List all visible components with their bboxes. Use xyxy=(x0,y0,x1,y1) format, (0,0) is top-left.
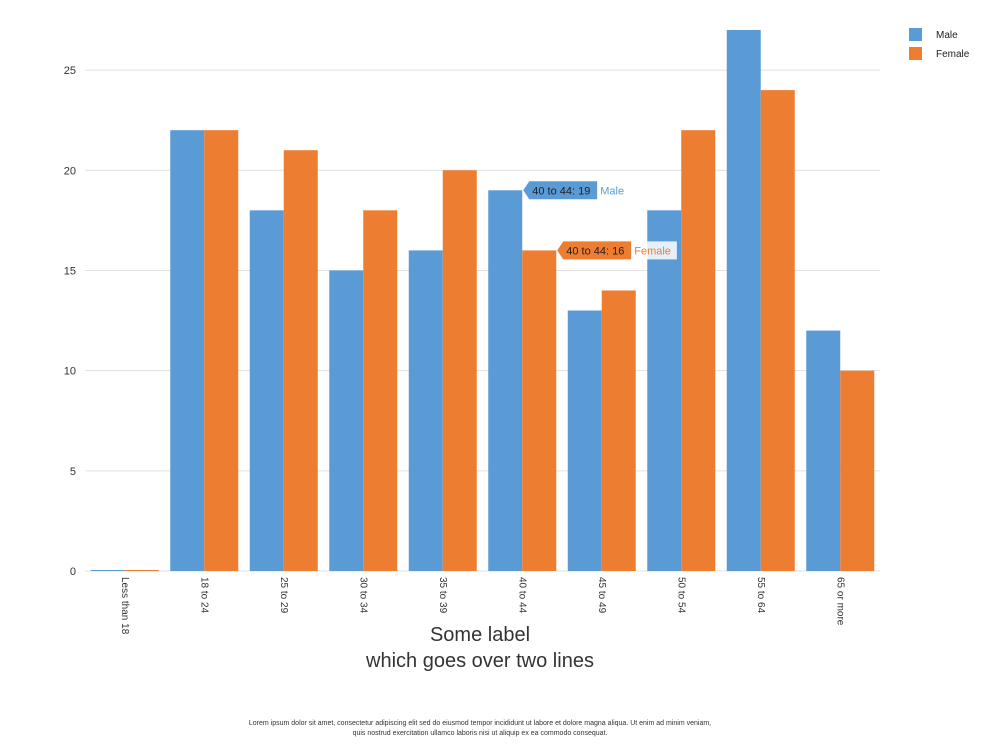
bar-male-18-to-24[interactable] xyxy=(170,130,205,571)
tooltip-female: 40 to 44: 16 Female xyxy=(557,241,677,260)
caption-line-2: quis nostrud exercitation ullamco labori… xyxy=(353,730,608,737)
bar-male-45-to-49[interactable] xyxy=(567,310,602,571)
x-tick-label: 45 to 49 xyxy=(596,577,607,614)
x-tick-label: 55 to 64 xyxy=(755,577,766,614)
bar-male-65-or-more[interactable] xyxy=(806,330,841,571)
x-axis-label-line-2: which goes over two lines xyxy=(365,650,594,672)
tooltip-value-text: 40 to 44: 16 xyxy=(566,245,624,257)
y-axis-ticks: 0 5 10 15 20 25 xyxy=(64,65,76,578)
y-tick-label: 15 xyxy=(64,265,76,277)
bar-female-35-to-39[interactable] xyxy=(442,170,477,571)
legend-swatch xyxy=(909,47,922,60)
bar-male-35-to-39[interactable] xyxy=(408,250,443,571)
tooltip-series-name: Female xyxy=(634,245,671,257)
legend-item-female[interactable]: Female xyxy=(909,47,970,60)
y-tick-label: 0 xyxy=(70,566,76,578)
bar-female-50-to-54[interactable] xyxy=(681,130,716,571)
legend-label: Male xyxy=(936,30,958,41)
bar-female-30-to-34[interactable] xyxy=(363,210,398,572)
caption-line-1: Lorem ipsum dolor sit amet, consectetur … xyxy=(249,720,711,727)
y-tick-label: 20 xyxy=(64,165,76,177)
legend: Male Female xyxy=(909,28,970,60)
y-tick-label: 25 xyxy=(64,65,76,77)
legend-swatch xyxy=(909,28,922,41)
bar-male-50-to-54[interactable] xyxy=(647,210,682,572)
tooltip-series-bg xyxy=(597,181,630,200)
x-axis-ticks: Less than 18 18 to 24 25 to 29 30 to 34 35 t… xyxy=(119,577,846,635)
bar-female-40-to-44[interactable] xyxy=(522,250,557,571)
bar-male-55-to-64[interactable] xyxy=(726,30,761,571)
x-axis-label: Some label which goes over two lines xyxy=(365,624,594,672)
x-tick-label: 35 to 39 xyxy=(437,577,448,614)
tooltips: 40 to 44: 19 Male 40 to 44: 16 Female xyxy=(523,181,677,260)
y-tick-label: 5 xyxy=(70,466,76,478)
bar-male-30-to-34[interactable] xyxy=(329,270,364,571)
tooltip-value-text: 40 to 44: 19 xyxy=(532,185,590,197)
x-tick-label: 30 to 34 xyxy=(358,577,369,614)
bar-female-18-to-24[interactable] xyxy=(204,130,239,571)
bar-male-25-to-29[interactable] xyxy=(249,210,284,572)
tooltip-pointer xyxy=(557,241,632,260)
x-tick-label: 65 or more xyxy=(835,577,846,626)
bar-female-25-to-29[interactable] xyxy=(283,150,318,571)
bars xyxy=(90,30,875,572)
x-tick-label: 50 to 54 xyxy=(676,577,687,614)
tooltip-pointer xyxy=(523,181,598,200)
legend-label: Female xyxy=(936,49,970,60)
x-tick-label: Less than 18 xyxy=(119,577,130,635)
y-tick-label: 10 xyxy=(64,366,76,378)
bar-female-55-to-64[interactable] xyxy=(760,90,795,571)
caption: Lorem ipsum dolor sit amet, consectetur … xyxy=(249,720,711,737)
tooltip-series-bg xyxy=(631,241,677,260)
tooltip-male: 40 to 44: 19 Male xyxy=(523,181,630,200)
bar-female-65-or-more[interactable] xyxy=(840,370,875,571)
legend-item-male[interactable]: Male xyxy=(909,28,958,41)
bar-male-40-to-44[interactable] xyxy=(488,190,523,571)
tooltip-series-name: Male xyxy=(600,185,624,197)
x-axis-label-line-1: Some label xyxy=(430,624,530,646)
x-tick-label: 25 to 29 xyxy=(278,577,289,614)
bar-female-45-to-49[interactable] xyxy=(601,290,636,571)
x-tick-label: 18 to 24 xyxy=(199,577,210,614)
bar-male-less-than-18[interactable] xyxy=(90,570,125,571)
bar-female-less-than-18[interactable] xyxy=(124,570,159,571)
x-tick-label: 40 to 44 xyxy=(517,577,528,614)
